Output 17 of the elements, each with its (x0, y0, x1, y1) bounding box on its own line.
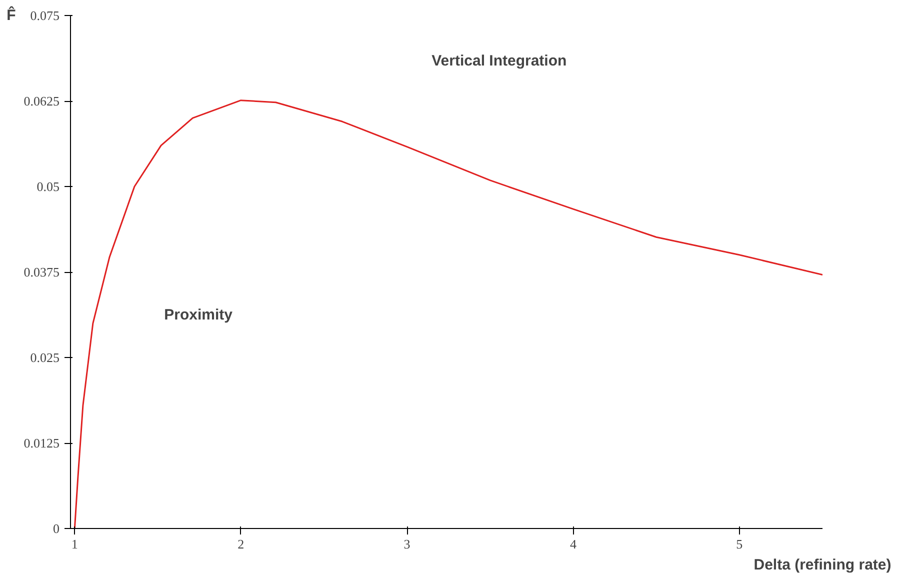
annotation: Vertical Integration (432, 52, 567, 70)
y-axis-title: F̂ (6, 5, 16, 24)
x-tick-label: 1 (71, 536, 78, 552)
y-tick-label: 0.0125 (24, 436, 60, 450)
y-tick-label: 0.05 (36, 179, 60, 194)
line-series (74, 100, 822, 528)
y-tick-label: 0.075 (30, 8, 60, 23)
x-tick-label: 5 (736, 536, 743, 552)
x-tick-label: 4 (570, 536, 577, 552)
y-tick-label: 0.0625 (24, 94, 60, 108)
x-tick-label: 2 (238, 536, 244, 552)
y-tick-label: 0 (53, 521, 60, 536)
y-tick-label: 0.0375 (24, 264, 60, 280)
y-tick-label: 0.025 (30, 350, 60, 365)
x-axis-title: Delta (refining rate) (754, 556, 892, 574)
annotation: Proximity (164, 306, 234, 324)
x-tick-label: 3 (404, 536, 410, 552)
